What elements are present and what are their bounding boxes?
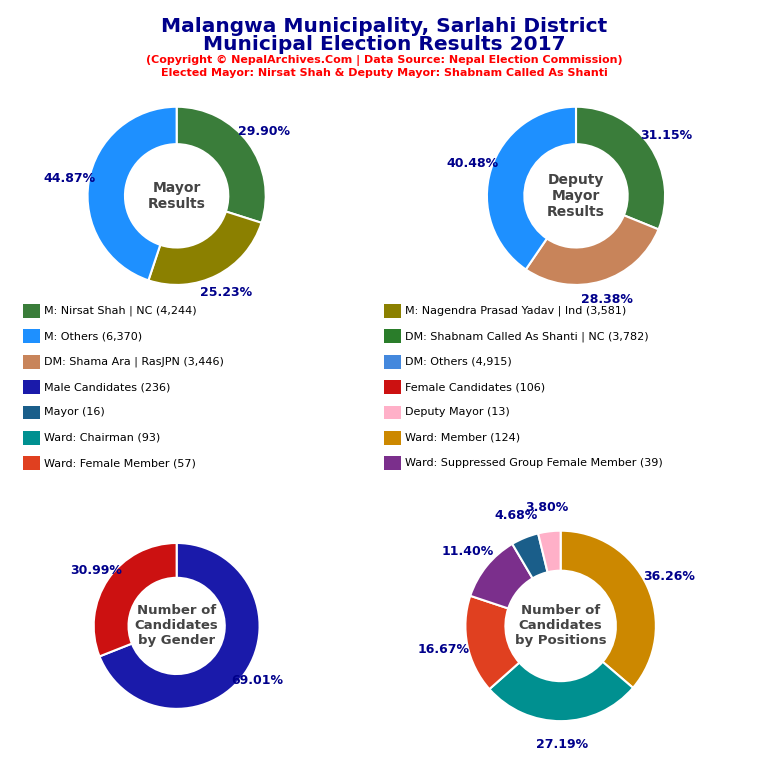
Text: 25.23%: 25.23% [200,286,252,300]
Text: Female Candidates (106): Female Candidates (106) [405,382,545,392]
Text: 4.68%: 4.68% [495,509,538,522]
Text: (Copyright © NepalArchives.Com | Data Source: Nepal Election Commission): (Copyright © NepalArchives.Com | Data So… [146,55,622,66]
Wedge shape [100,543,260,709]
Text: 29.90%: 29.90% [238,125,290,138]
Text: Ward: Member (124): Ward: Member (124) [405,432,520,443]
Wedge shape [538,531,561,572]
Text: 16.67%: 16.67% [418,644,470,657]
Text: 36.26%: 36.26% [643,570,695,583]
Wedge shape [487,107,576,270]
Wedge shape [88,107,177,280]
Wedge shape [148,211,262,285]
Text: M: Others (6,370): M: Others (6,370) [44,331,142,342]
Wedge shape [470,544,532,608]
Text: Ward: Suppressed Group Female Member (39): Ward: Suppressed Group Female Member (39… [405,458,663,468]
Text: Number of
Candidates
by Positions: Number of Candidates by Positions [515,604,607,647]
Text: Mayor
Results: Mayor Results [147,180,206,211]
Text: Ward: Chairman (93): Ward: Chairman (93) [44,432,160,443]
Text: DM: Others (4,915): DM: Others (4,915) [405,356,511,367]
Text: Ward: Female Member (57): Ward: Female Member (57) [44,458,196,468]
Text: 69.01%: 69.01% [232,674,283,687]
Wedge shape [512,534,548,578]
Wedge shape [489,662,633,721]
Text: 44.87%: 44.87% [43,172,95,185]
Text: Male Candidates (236): Male Candidates (236) [44,382,170,392]
Text: Number of
Candidates
by Gender: Number of Candidates by Gender [134,604,219,647]
Text: 11.40%: 11.40% [442,545,494,558]
Text: DM: Shabnam Called As Shanti | NC (3,782): DM: Shabnam Called As Shanti | NC (3,782… [405,331,648,342]
Text: 3.80%: 3.80% [525,502,568,515]
Text: Elected Mayor: Nirsat Shah & Deputy Mayor: Shabnam Called As Shanti: Elected Mayor: Nirsat Shah & Deputy Mayo… [161,68,607,78]
Text: Deputy
Mayor
Results: Deputy Mayor Results [547,173,605,219]
Text: Municipal Election Results 2017: Municipal Election Results 2017 [203,35,565,54]
Wedge shape [576,107,665,230]
Text: Deputy Mayor (13): Deputy Mayor (13) [405,407,509,418]
Text: M: Nagendra Prasad Yadav | Ind (3,581): M: Nagendra Prasad Yadav | Ind (3,581) [405,306,626,316]
Wedge shape [465,596,519,689]
Wedge shape [177,107,266,223]
Wedge shape [94,543,177,657]
Text: Malangwa Municipality, Sarlahi District: Malangwa Municipality, Sarlahi District [161,17,607,36]
Text: M: Nirsat Shah | NC (4,244): M: Nirsat Shah | NC (4,244) [44,306,197,316]
Wedge shape [561,531,656,688]
Text: 27.19%: 27.19% [535,739,588,751]
Text: DM: Shama Ara | RasJPN (3,446): DM: Shama Ara | RasJPN (3,446) [44,356,223,367]
Text: 40.48%: 40.48% [446,157,498,170]
Text: 31.15%: 31.15% [640,129,692,141]
Text: 28.38%: 28.38% [581,293,634,306]
Wedge shape [526,215,658,285]
Text: 30.99%: 30.99% [70,564,121,578]
Text: Mayor (16): Mayor (16) [44,407,104,418]
